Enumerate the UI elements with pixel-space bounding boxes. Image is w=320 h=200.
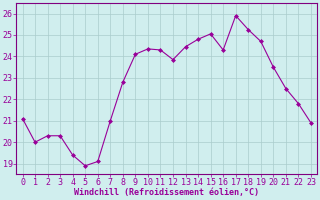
X-axis label: Windchill (Refroidissement éolien,°C): Windchill (Refroidissement éolien,°C) — [74, 188, 259, 197]
